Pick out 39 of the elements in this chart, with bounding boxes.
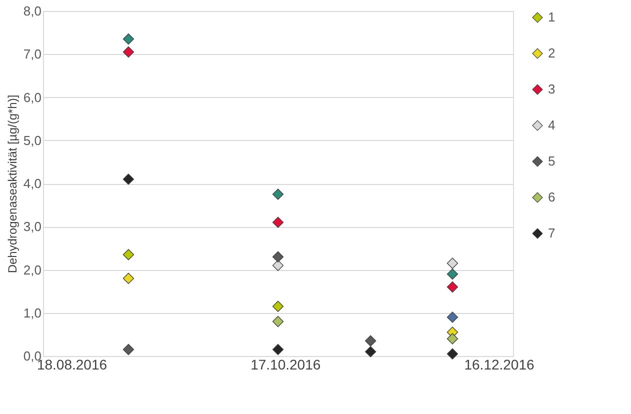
y-axis-title: Dehydrogenaseaktivität [µg/(g*h)]	[5, 94, 20, 274]
point	[272, 251, 284, 262]
point	[122, 33, 134, 45]
x-tick-label: 16.12.2016	[464, 356, 534, 372]
legend-label: 1	[548, 10, 556, 24]
legend-label: 3	[548, 82, 556, 96]
point	[272, 188, 284, 200]
point	[272, 216, 284, 228]
point	[364, 335, 376, 346]
legend-label: 7	[548, 226, 556, 240]
point	[272, 344, 284, 356]
point	[446, 258, 458, 269]
point	[446, 268, 458, 280]
y-tick-label: 6,0	[23, 90, 42, 105]
y-tick-label: 2,0	[23, 262, 42, 278]
x-tick-label: 17.10.2016	[250, 356, 321, 372]
point	[122, 344, 134, 356]
point	[272, 316, 284, 328]
y-tick-label: 7,0	[23, 46, 42, 62]
point	[364, 346, 376, 358]
point	[122, 272, 134, 284]
y-tick-label: 5,0	[23, 132, 42, 148]
point	[446, 333, 458, 344]
y-tick-label: 4,0	[23, 176, 42, 191]
legend-label: 6	[548, 190, 556, 204]
legend-label: 2	[548, 46, 556, 60]
point	[446, 348, 458, 360]
point	[122, 249, 134, 260]
y-tick-label: 1,0	[23, 305, 42, 320]
point	[122, 46, 134, 58]
point	[272, 260, 284, 272]
legend-label: 5	[548, 154, 556, 168]
y-tick-label: 3,0	[23, 219, 42, 234]
point	[446, 312, 458, 323]
legend-label: 4	[548, 118, 556, 132]
y-tick-label: 8,0	[23, 4, 42, 18]
point	[446, 281, 458, 293]
point	[122, 174, 134, 185]
point	[272, 300, 284, 312]
